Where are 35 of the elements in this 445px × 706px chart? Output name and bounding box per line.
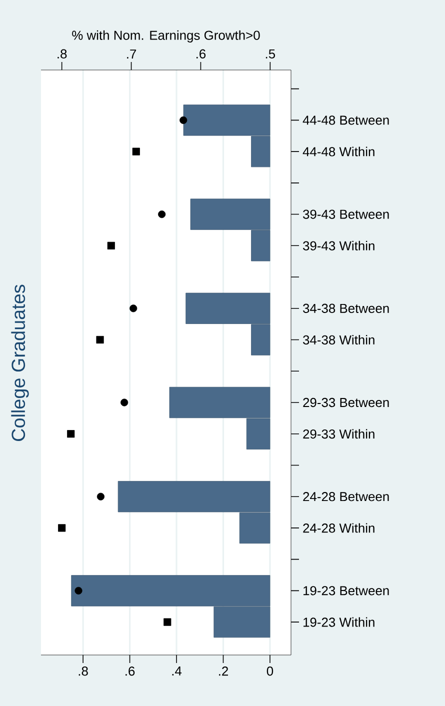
x2-tick-label: .5 [266, 49, 276, 58]
point [74, 586, 82, 594]
y-tick-label: 29-33 Within [303, 429, 374, 439]
point [107, 242, 115, 250]
point [130, 304, 138, 312]
x2-tick-label: .7 [127, 50, 136, 58]
y-tick-label: 34-38 Between [303, 304, 389, 313]
point [67, 430, 75, 438]
x2-tick-label: .6 [196, 49, 206, 58]
y-tick-label: 29-33 Between [303, 398, 389, 408]
x-tick-label: .8 [78, 666, 88, 676]
point [58, 524, 66, 532]
y-tick-label: 34-38 Within [303, 334, 374, 345]
point [96, 492, 105, 500]
y-tick-label: 44-48 Within [302, 146, 374, 156]
y-tick-label: 19-23 Between [304, 586, 389, 596]
y-tick-label: 44-48 Between [302, 116, 389, 125]
x-tick-label: .4 [172, 666, 182, 676]
point [158, 210, 166, 218]
point [164, 618, 172, 626]
point [120, 398, 128, 406]
point [132, 148, 140, 156]
text: College Graduates [11, 284, 29, 441]
x-tick-label: 0 [266, 666, 274, 676]
y-tick-label: 39-43 Within [303, 240, 374, 250]
point [180, 116, 188, 124]
x2-axis-title: % with Nom. Earnings Growth>0 [72, 30, 260, 42]
y-tick-label: 39-43 Between [303, 210, 389, 219]
y-tick-label: 19-23 Within [304, 617, 374, 627]
point [96, 336, 104, 344]
y-tick-label: 24-28 Between [303, 492, 389, 502]
x-tick-label: .2 [219, 666, 228, 676]
x-tick-label: .6 [126, 666, 135, 676]
x2-tick-label: .8 [58, 49, 67, 58]
y-tick-label: 24-28 Within [303, 523, 374, 533]
